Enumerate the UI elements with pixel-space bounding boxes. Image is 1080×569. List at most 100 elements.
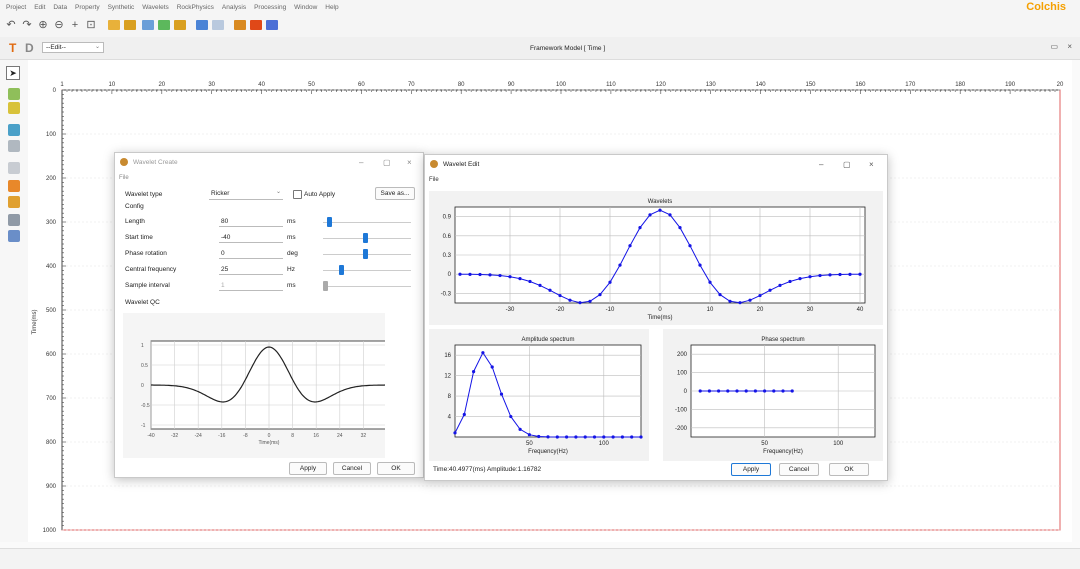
x-tick-label: 180 (955, 82, 966, 88)
x-tick-label: 40 (258, 82, 265, 88)
undo-icon[interactable]: ↶ (6, 19, 16, 31)
maximize-icon[interactable]: ▢ (843, 160, 851, 169)
edit-select[interactable]: --Edit-- ⌄ (42, 42, 104, 53)
param-slider-thumb[interactable] (363, 249, 368, 259)
file-menu[interactable]: File (429, 177, 439, 183)
zoom-out-icon[interactable]: ⊖ (54, 19, 64, 31)
x-tick-label: 100 (556, 82, 567, 88)
data-point (611, 435, 615, 439)
param-slider-thumb[interactable] (323, 281, 328, 291)
pencil-icon[interactable] (8, 180, 20, 192)
x-tick-label: 8 (291, 433, 294, 439)
menu-edit[interactable]: Edit (34, 4, 46, 11)
dots-grid-icon[interactable] (266, 20, 278, 30)
data-point (537, 434, 541, 439)
menu-window[interactable]: Window (294, 4, 318, 11)
param-slider-thumb[interactable] (327, 217, 332, 227)
param-slider-track[interactable] (323, 286, 411, 287)
fit-view-icon[interactable]: ⊡ (86, 19, 96, 31)
menu-help[interactable]: Help (325, 4, 339, 11)
param-input[interactable]: 0 (219, 249, 283, 259)
data-point (478, 272, 482, 277)
param-input[interactable]: 25 (219, 265, 283, 275)
restore-icon[interactable]: ▭ (1050, 42, 1058, 51)
colorbar-icon[interactable] (250, 20, 262, 30)
grid-tool-icon[interactable] (8, 162, 20, 174)
grid-icon[interactable] (158, 20, 170, 30)
fill-icon[interactable] (8, 196, 20, 208)
stack-icon[interactable] (8, 230, 20, 242)
cancel-button[interactable]: Cancel (779, 463, 819, 476)
menu-wavelets[interactable]: Wavelets (142, 4, 169, 11)
filter-icon[interactable] (8, 102, 20, 114)
horizon-panel-icon[interactable] (124, 20, 136, 30)
data-point (548, 288, 552, 292)
x-tick-label: 0 (658, 307, 662, 313)
wavelet-type-select[interactable]: Ricker ⌄ (209, 188, 283, 200)
close-icon[interactable]: × (869, 160, 874, 169)
close-icon[interactable]: × (1067, 42, 1072, 51)
pointer-icon[interactable]: ➤ (6, 66, 20, 80)
menu-synthetic[interactable]: Synthetic (107, 4, 135, 11)
param-slider-track[interactable] (323, 222, 411, 223)
minimize-icon[interactable]: – (819, 160, 824, 169)
menu-property[interactable]: Property (75, 4, 100, 11)
zoom-in-icon[interactable]: ⊕ (38, 19, 48, 31)
apply-button[interactable]: Apply (289, 462, 327, 475)
file-menu[interactable]: File (119, 175, 129, 181)
menu-analysis[interactable]: Analysis (221, 4, 247, 11)
param-slider-thumb[interactable] (363, 233, 368, 243)
param-input[interactable]: -40 (219, 233, 283, 243)
table-icon[interactable] (142, 20, 154, 30)
param-input[interactable]: 80 (219, 217, 283, 227)
layout-icon[interactable] (196, 20, 208, 30)
maximize-icon[interactable]: ▢ (383, 158, 391, 167)
t-icon[interactable]: T (9, 41, 17, 55)
data-point (738, 301, 742, 305)
split-icon[interactable] (212, 20, 224, 30)
redo-icon[interactable]: ↷ (22, 19, 32, 31)
wavelet-create-titlebar[interactable]: Wavelet Create – ▢ × (115, 153, 423, 173)
chart-icon[interactable] (174, 20, 186, 30)
menu-rockphysics[interactable]: RockPhysics (176, 4, 214, 11)
ok-button[interactable]: OK (829, 463, 869, 476)
wavelet-tool-icon[interactable] (234, 20, 246, 30)
ok-button[interactable]: OK (377, 462, 415, 475)
x-tick-label: 140 (756, 82, 767, 88)
data-point (858, 272, 862, 276)
data-point (628, 244, 632, 248)
menu-processing[interactable]: Processing (254, 4, 287, 11)
tie-icon[interactable] (8, 124, 20, 136)
gear-icon[interactable] (8, 214, 20, 226)
wavelet-edit-window: Wavelet Edit – ▢ × File Wavelets -30 -20 -1… (424, 154, 888, 481)
auto-apply-checkbox[interactable] (293, 190, 302, 199)
wavelets-chart[interactable]: Wavelets -30 -20 -10 0 10 20 30 40 0.9 0.6 0.3 0 -0.3… (429, 191, 883, 325)
cancel-button[interactable]: Cancel (333, 462, 371, 475)
data-point (772, 389, 776, 393)
apply-button[interactable]: Apply (731, 463, 771, 476)
amplitude-spectrum-chart[interactable]: Amplitude spectrum 50 100 16 12 8 4 Frequency(H… (429, 329, 649, 461)
crosshair-icon[interactable]: + (71, 19, 79, 31)
param-label: Sample interval (125, 282, 170, 289)
x-tick-label: -10 (606, 307, 615, 313)
menu-data[interactable]: Data (53, 4, 68, 11)
well-icon[interactable] (8, 88, 20, 100)
save-as-button[interactable]: Save as... (375, 187, 415, 200)
param-slider-track[interactable] (323, 270, 411, 271)
param-slider-thumb[interactable] (339, 265, 344, 275)
layers-icon[interactable] (8, 140, 20, 152)
x-tick-label: 16 (313, 433, 319, 439)
data-point (726, 389, 730, 393)
y-tick-label: -1 (141, 423, 146, 429)
d-icon[interactable]: D (25, 41, 34, 55)
menu-project[interactable]: Project (6, 4, 27, 11)
well-panel-icon[interactable] (108, 20, 120, 30)
close-icon[interactable]: × (407, 158, 412, 167)
param-input[interactable]: 1 (219, 281, 283, 291)
phase-spectrum-chart[interactable]: Phase spectrum 50 100 200 100 0 -100 -200 Freque… (663, 329, 883, 461)
param-unit: Hz (287, 266, 295, 273)
wavelet-edit-titlebar[interactable]: Wavelet Edit – ▢ × (425, 155, 887, 175)
minimize-icon[interactable]: – (359, 158, 364, 167)
phase-panel: Phase spectrum 50 100 200 100 0 -100 -200 Freque… (663, 329, 883, 461)
document-tab-bar: T D --Edit-- ⌄ Framework Model [ Time ] … (0, 37, 1080, 60)
